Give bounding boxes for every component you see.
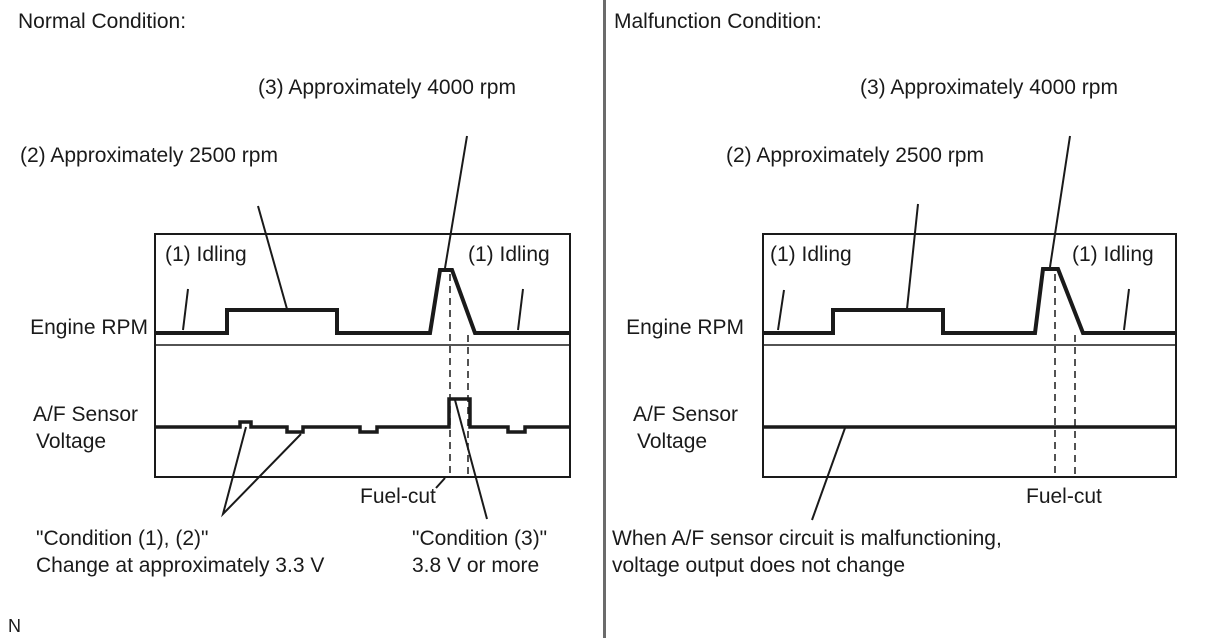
right-label-fuel-cut: Fuel-cut (1026, 485, 1102, 508)
left-af-voltage-waveform (155, 397, 570, 434)
right-label-4000rpm: (3) Approximately 4000 rpm (860, 76, 1118, 99)
left-label-4000rpm: (3) Approximately 4000 rpm (258, 76, 516, 99)
left-note-cond12-line2: Change at approximately 3.3 V (36, 554, 325, 577)
panel-separator-line (603, 0, 606, 638)
left-pointer-condition3 (454, 399, 488, 520)
left-panel-title: Normal Condition: (18, 10, 187, 33)
left-engine-rpm-waveform (155, 268, 570, 335)
right-label-2500rpm: (2) Approximately 2500 rpm (726, 144, 984, 167)
left-pointer-idling-b (517, 288, 524, 331)
left-label-idling-b: (1) Idling (468, 243, 550, 266)
left-label-idling-a: (1) Idling (165, 243, 247, 266)
right-diagram-frame (762, 233, 1177, 478)
left-axis-af-sensor: A/F Sensor (33, 403, 139, 426)
left-axis-af-voltage: Voltage (36, 430, 107, 453)
left-pointer-fuelcut (435, 477, 446, 489)
right-label-idling-a: (1) Idling (770, 243, 852, 266)
right-axis-af-voltage: Voltage (637, 430, 708, 453)
right-pointer-2500rpm (906, 203, 919, 310)
right-diagram (762, 135, 1177, 521)
page-mark: N (8, 616, 21, 636)
right-pointer-4000rpm (1049, 135, 1071, 268)
left-pointer-2500rpm (257, 205, 288, 310)
right-label-idling-b: (1) Idling (1072, 243, 1154, 266)
right-pointer-malfunction-note (811, 427, 846, 521)
right-pointer-idling-a (777, 289, 785, 331)
left-note-cond3-line1: "Condition (3)" (412, 527, 548, 550)
left-label-2500rpm: (2) Approximately 2500 rpm (20, 144, 278, 167)
right-panel-title: Malfunction Condition: (614, 10, 822, 33)
right-pointer-idling-b (1123, 288, 1130, 331)
left-pointer-condition12 (221, 426, 302, 518)
left-label-fuel-cut: Fuel-cut (360, 485, 436, 508)
right-axis-engine-rpm: Engine RPM (626, 316, 744, 339)
left-pointer-4000rpm (444, 135, 468, 269)
left-axis-engine-rpm: Engine RPM (30, 316, 148, 339)
left-note-cond3-line2: 3.8 V or more (412, 554, 540, 577)
left-pointer-idling-a (182, 288, 189, 331)
left-diagram (154, 135, 571, 520)
right-malfunction-note-line2: voltage output does not change (612, 554, 906, 577)
right-engine-rpm-waveform (763, 267, 1176, 335)
left-diagram-frame (154, 233, 571, 478)
left-note-cond12-line1: "Condition (1), (2)" (36, 527, 209, 550)
right-axis-af-sensor: A/F Sensor (633, 403, 739, 426)
right-malfunction-note-line1: When A/F sensor circuit is malfunctionin… (612, 527, 1002, 550)
